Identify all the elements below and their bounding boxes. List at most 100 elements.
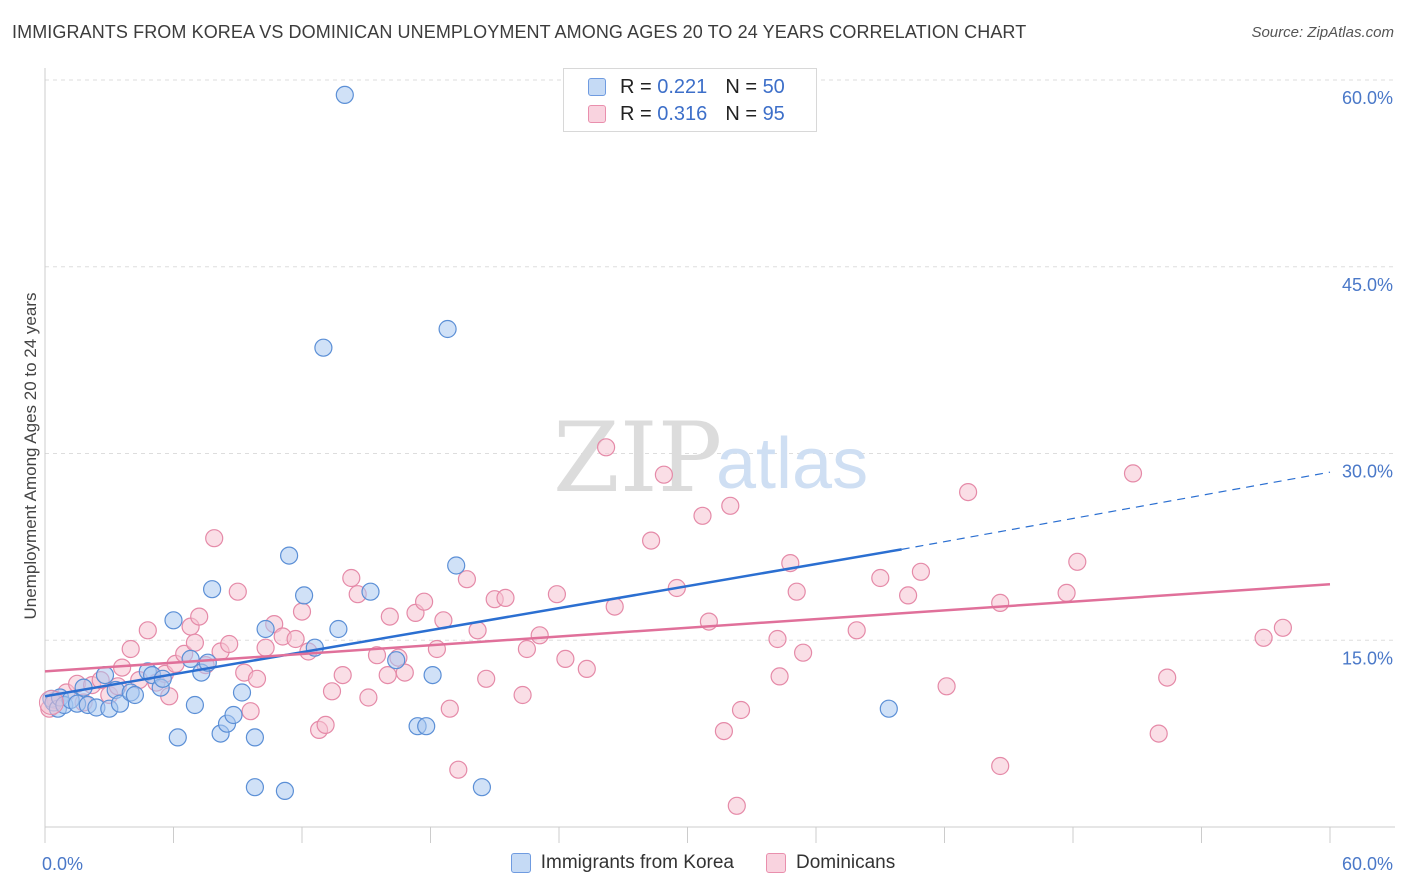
dominican-point[interactable] [378,665,397,685]
dominican-point[interactable] [898,586,918,605]
dominican-point[interactable] [395,663,414,682]
korea-point[interactable] [438,319,457,339]
dominican-point[interactable] [693,506,712,525]
korea-point[interactable] [95,665,115,685]
dominican-point[interactable] [1254,628,1273,647]
dominican-point[interactable] [292,602,312,621]
chart-title: IMMIGRANTS FROM KOREA VS DOMINICAN UNEMP… [12,22,1027,42]
dominican-point[interactable] [871,568,890,588]
korea-point[interactable] [203,580,222,599]
dominican-point[interactable] [333,665,352,685]
korea-point[interactable] [164,611,183,630]
dominican-point[interactable] [731,700,751,720]
dominican-point[interactable] [241,702,260,721]
dominican-point[interactable] [513,685,532,705]
dominican-point[interactable] [721,496,740,515]
dominican-point[interactable] [1273,618,1293,637]
korea-point[interactable] [447,556,466,575]
korea-point[interactable] [245,778,264,797]
data-points [38,85,1293,815]
korea-point[interactable] [335,85,354,105]
korea-point[interactable] [295,586,314,605]
dominican-point[interactable] [577,659,596,679]
dominican-point[interactable] [911,562,931,581]
korea-point[interactable] [245,728,264,747]
dominican-point[interactable] [449,760,468,779]
dominican-point[interactable] [380,607,399,626]
dominican-point[interactable] [496,588,515,608]
dominican-point[interactable] [477,669,496,688]
legend-item-dominicans[interactable]: Dominicans [765,852,895,874]
dominican-point[interactable] [220,634,239,654]
dominican-point[interactable] [440,699,459,718]
dominican-point[interactable] [228,582,247,601]
korea-point[interactable] [387,651,406,670]
dominican-point[interactable] [138,621,157,640]
dominican-point[interactable] [185,633,204,652]
korea-point[interactable] [168,728,187,747]
legend-item-korea[interactable]: Immigrants from Korea [510,852,734,874]
korea-point[interactable] [361,582,380,601]
korea-point[interactable] [275,781,294,801]
dominican-point[interactable] [641,531,661,550]
dominican-point[interactable] [991,756,1010,776]
korea-point[interactable] [232,683,252,702]
dominican-point[interactable] [1149,724,1168,743]
dominican-point[interactable] [286,629,305,649]
dominican-point[interactable] [847,621,866,640]
dominican-point[interactable] [322,682,342,701]
korea-point[interactable] [256,619,275,639]
korea-point[interactable] [472,778,491,797]
dominican-point[interactable] [727,796,746,815]
dominican-point[interactable] [316,715,335,735]
korea-point[interactable] [181,649,200,669]
korea-point[interactable] [879,699,898,718]
korea-point[interactable] [153,669,172,688]
y-tick-label: 60.0% [1342,88,1393,108]
dominican-point[interactable] [937,677,956,696]
r-value: 0.221 [657,75,708,98]
korea-point[interactable] [185,695,204,715]
dominican-point[interactable] [1123,464,1143,483]
legend-label-korea: Immigrants from Korea [540,852,734,873]
n-label: N = [725,75,757,98]
dominican-point[interactable] [770,667,789,686]
korea-point[interactable] [110,694,130,713]
dominican-point[interactable] [247,669,267,688]
dominican-point[interactable] [190,607,209,626]
korea-point[interactable] [417,717,436,736]
korea-point[interactable] [280,546,299,565]
korea-point[interactable] [314,338,333,357]
dominican-point[interactable] [958,483,978,502]
dominican-point[interactable] [1068,552,1087,571]
dominican-point[interactable] [991,593,1010,613]
trend-lines [44,471,1331,698]
korea-point[interactable] [224,705,243,725]
dominican-point[interactable] [256,638,275,657]
dominican-point[interactable] [517,639,537,659]
dominican-point[interactable] [654,465,674,484]
dominican-point[interactable] [596,438,616,457]
dominican-point[interactable] [530,626,549,645]
dominican-point[interactable] [342,568,361,588]
dominican-point[interactable] [547,585,567,604]
dominican-point[interactable] [205,529,224,548]
dominican-point[interactable] [415,592,434,611]
korea-point[interactable] [125,685,144,705]
dominican-point[interactable] [427,639,446,659]
dominican-point[interactable] [121,639,140,659]
dominican-point[interactable] [359,688,378,707]
dominican-point[interactable] [556,649,575,669]
korea-point[interactable] [329,619,348,639]
dominican-point[interactable] [367,646,387,665]
korea-trend-line [44,548,902,698]
korea-trend-extension [901,471,1331,550]
dominican-point[interactable] [714,721,734,741]
dominican-point[interactable] [793,643,813,662]
dominican-point[interactable] [1057,583,1076,603]
korea-point[interactable] [423,665,442,685]
dominican-point[interactable] [787,582,806,601]
dominican-point[interactable] [1158,668,1177,687]
dominican-point[interactable] [457,570,476,589]
dominican-point[interactable] [768,629,787,649]
